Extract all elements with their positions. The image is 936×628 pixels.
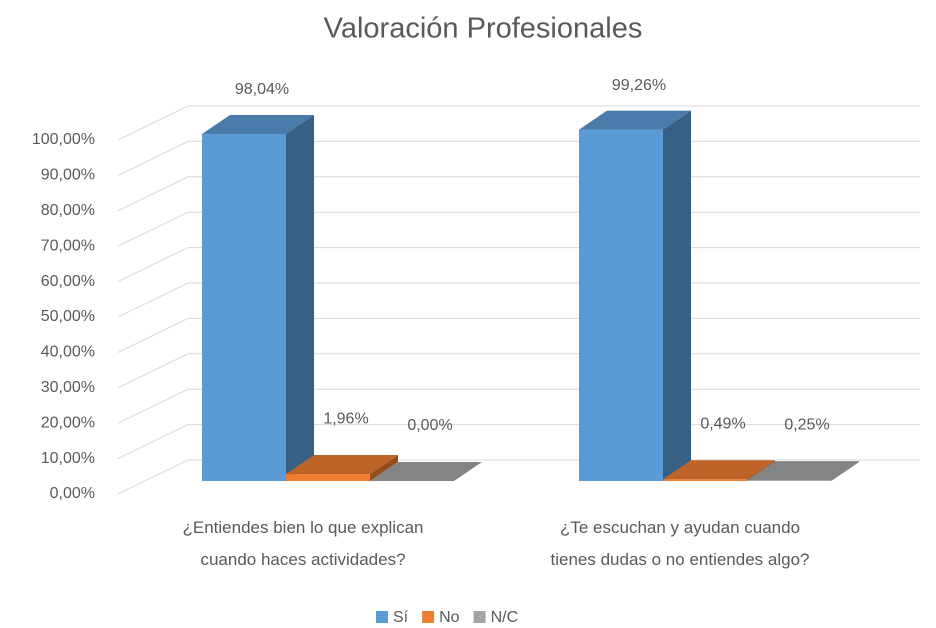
y-tick-label: 30,00% [41, 379, 95, 396]
y-tick-label: 10,00% [41, 450, 95, 467]
y-tick-label: 50,00% [41, 308, 95, 325]
legend-swatch [422, 611, 435, 623]
data-label: 98,04% [235, 81, 289, 98]
chart-title: Valoración Profesionales [324, 13, 643, 45]
bar-top [579, 110, 691, 130]
data-label: 0,25% [784, 416, 829, 433]
bar-front [286, 474, 370, 481]
y-tick-label: 80,00% [41, 202, 95, 219]
x-tick-label: ¿Entiendes bien lo que explican cuando h… [182, 518, 424, 569]
legend-label: N/C [491, 609, 519, 626]
bar-side [663, 110, 691, 481]
bar-top [286, 455, 398, 475]
bar-front [579, 129, 663, 481]
y-tick-label: 0,00% [50, 485, 95, 502]
bar-front [663, 479, 747, 481]
bar-front [747, 480, 831, 481]
bar-side [370, 455, 398, 481]
y-tick-label: 40,00% [41, 344, 95, 361]
bar-side [286, 114, 314, 481]
y-tick-label: 100,00% [32, 131, 95, 148]
bar-top [663, 460, 775, 480]
bar-top [202, 114, 314, 134]
data-label: 0,49% [700, 415, 745, 432]
legend-swatch [376, 611, 388, 623]
x-tick-label: ¿Te escuchan y ayudan cuando tienes duda… [550, 518, 810, 569]
data-label: 99,26% [612, 77, 666, 94]
bar-front [202, 133, 286, 481]
data-label: 1,96% [323, 410, 368, 427]
y-tick-label: 90,00% [41, 167, 95, 184]
data-label: 0,00% [407, 417, 452, 434]
bar-top [370, 462, 482, 481]
bar-top [747, 461, 859, 481]
legend-label: Sí [393, 609, 409, 626]
legend-label: No [439, 609, 460, 626]
grid-line [117, 105, 920, 141]
legend-swatch [473, 611, 486, 623]
y-tick-label: 20,00% [41, 414, 95, 431]
bar-side [831, 461, 859, 481]
y-tick-label: 60,00% [41, 273, 95, 290]
y-tick-label: 70,00% [41, 237, 95, 254]
